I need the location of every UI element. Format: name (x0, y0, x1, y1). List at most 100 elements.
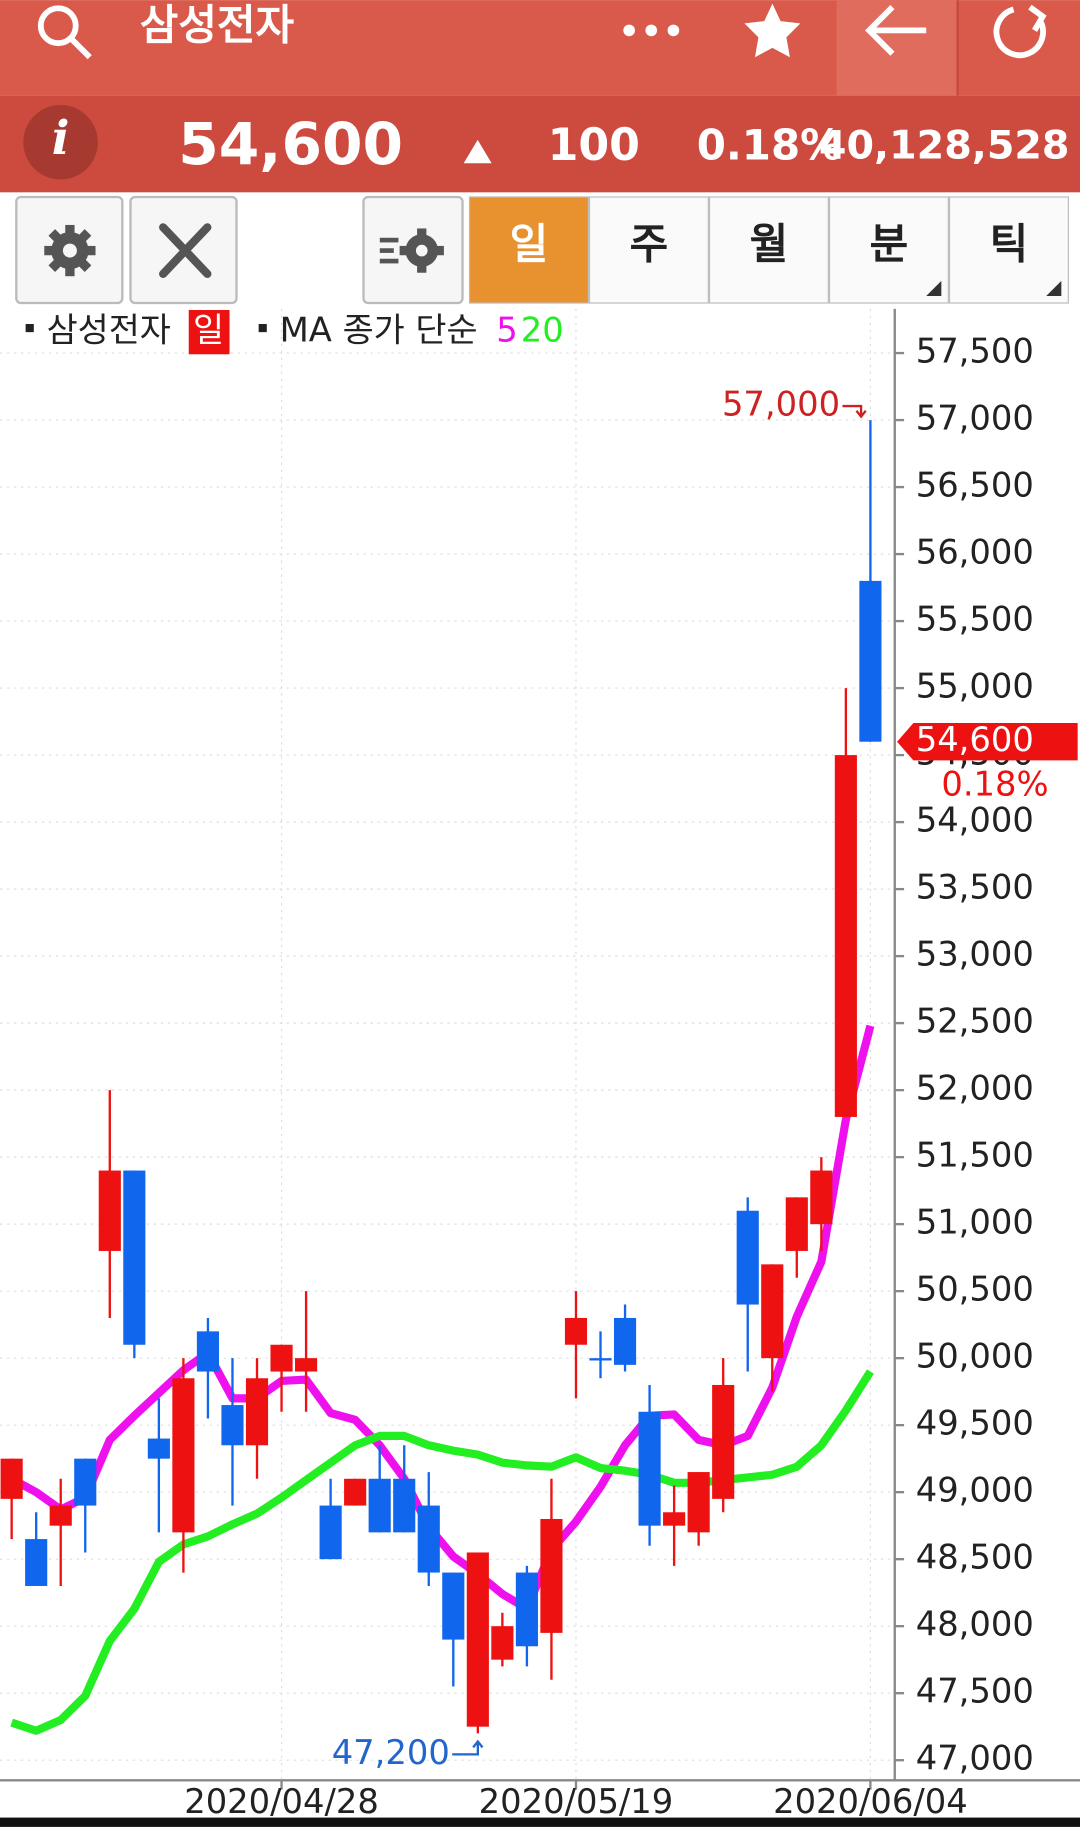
candle-body (123, 1170, 146, 1345)
candle-body (859, 580, 882, 742)
candle-body (785, 1197, 808, 1251)
price: 54,600 (178, 110, 403, 178)
legend-ma: MA 종가 단순 (280, 311, 478, 350)
tab-label: 틱 (990, 220, 1029, 269)
candle-body (344, 1478, 367, 1506)
legend-period-box (188, 310, 230, 355)
candle-body (98, 1170, 121, 1251)
tab[interactable] (708, 196, 829, 304)
tab-corner (926, 280, 942, 297)
legend-marker (25, 323, 34, 333)
candle-body (172, 1378, 195, 1533)
candle-body (564, 1317, 588, 1345)
y-tick-label: 49,500 (916, 1404, 1034, 1443)
candle-body (417, 1505, 440, 1573)
tab-corner (1046, 280, 1062, 297)
tab[interactable] (828, 196, 949, 304)
legend-marker (258, 323, 267, 333)
candle-body (540, 1518, 563, 1633)
title: 삼성전자 (140, 1, 295, 50)
candle-body (663, 1512, 686, 1526)
tab[interactable] (588, 196, 709, 304)
candle-body (245, 1378, 269, 1446)
candle-body (0, 1458, 23, 1499)
back-icon[interactable] (865, 5, 927, 56)
legend-series: 20 (521, 311, 564, 350)
candle-body (74, 1458, 97, 1506)
candle-body (589, 1358, 612, 1361)
last-price-tag (897, 723, 1078, 761)
y-tick-label: 56,500 (916, 466, 1034, 505)
info-icon: i (52, 110, 70, 165)
tab-label: 주 (630, 220, 669, 269)
gear-icon (44, 224, 96, 277)
y-tick-label: 55,500 (916, 600, 1034, 639)
candle-body (515, 1572, 538, 1647)
y-tick-label: 51,500 (916, 1136, 1034, 1175)
last-price-label: 54,600 (916, 720, 1034, 759)
y-tick-label: 47,500 (916, 1672, 1034, 1711)
tab-label: 월 (750, 220, 789, 269)
y-tick-label: 56,000 (916, 533, 1034, 572)
y-tick-label: 47,000 (916, 1739, 1034, 1778)
last-change-label: 0.18% (941, 764, 1048, 803)
y-tick-label: 48,500 (916, 1538, 1034, 1577)
quote-bar (0, 95, 1080, 193)
x-tick-label: 2020/06/04 (773, 1782, 968, 1821)
y-tick-label: 55,000 (916, 667, 1034, 706)
legend-series: 5 (496, 311, 517, 350)
candle-body (761, 1264, 784, 1359)
y-tick-label: 50,500 (916, 1270, 1034, 1309)
change: 100 (548, 120, 640, 171)
candle-body (834, 755, 857, 1117)
y-tick-label: 49,000 (916, 1471, 1034, 1510)
nav-strip (0, 1817, 1080, 1827)
up-arrow (463, 139, 492, 164)
refresh-icon[interactable] (993, 4, 1047, 59)
search-icon[interactable] (37, 5, 92, 60)
candle-body (810, 1170, 833, 1225)
info-button[interactable] (23, 104, 98, 180)
candle-body (442, 1572, 465, 1640)
y-tick-label: 51,000 (916, 1203, 1034, 1242)
tab-label: 분 (870, 220, 909, 269)
y-tick-label: 52,500 (916, 1002, 1034, 1041)
x-tick-label: 2020/05/19 (479, 1782, 674, 1821)
x-tick-label: 2020/04/28 (184, 1782, 379, 1821)
candle-body (712, 1384, 735, 1499)
low-label: 47,200 (332, 1733, 450, 1772)
candle-body (736, 1210, 759, 1305)
indicator-icon (379, 228, 444, 273)
tab[interactable] (468, 196, 589, 304)
candle-body (25, 1539, 48, 1586)
low-arrow (452, 1739, 484, 1756)
tab[interactable] (948, 196, 1069, 304)
y-tick-label: 48,000 (916, 1605, 1034, 1644)
y-tick-label: 50,000 (916, 1337, 1034, 1376)
y-tick-label: 57,500 (916, 332, 1034, 371)
back-box (836, 0, 958, 96)
high-label: 57,000 (722, 385, 840, 424)
candle-body (221, 1405, 244, 1446)
y-tick-label: 54,000 (916, 801, 1034, 840)
candle-chart: 47,000 47,500 48,000 48,500 49,000 49,500 50,0… (0, 308, 1080, 1821)
y-tick-label: 57,000 (916, 399, 1034, 438)
candle-body (687, 1472, 710, 1533)
candle-body (295, 1358, 318, 1372)
y-tick-label: 53,000 (916, 935, 1034, 974)
tab-label: 일 (510, 220, 549, 269)
candle-body (393, 1478, 416, 1533)
change-pct: 0.18% (697, 121, 843, 170)
candle-body (196, 1331, 220, 1372)
candle-body (613, 1317, 637, 1365)
candle-body (319, 1505, 342, 1560)
y-tick-label: 53,500 (916, 868, 1034, 907)
more-icon[interactable] (623, 24, 680, 37)
volume: 40,128,528 (819, 123, 1070, 169)
star-icon[interactable] (744, 3, 801, 58)
toolbar (15, 195, 464, 305)
legend-period: 일 (193, 311, 224, 350)
